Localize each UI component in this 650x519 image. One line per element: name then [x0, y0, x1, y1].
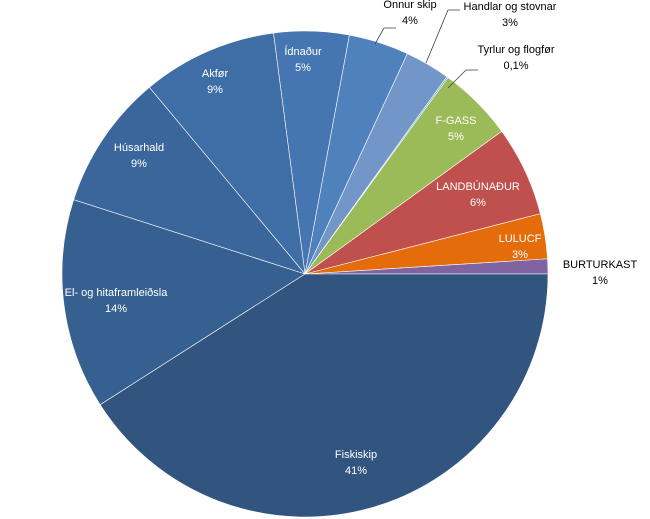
pie-slice-10	[61, 199, 306, 406]
pie-slice-11	[99, 273, 549, 518]
slice-percent-11: 41%	[345, 465, 367, 477]
slice-percent-2: 6%	[470, 197, 486, 209]
slice-percent-0: 1%	[592, 275, 608, 287]
leader-line-5	[425, 9, 460, 64]
slice-percent-7: 5%	[295, 62, 311, 74]
slice-percent-8: 9%	[207, 84, 223, 96]
slice-label-3: F-GASS	[436, 115, 477, 127]
pie-slice-9	[73, 86, 306, 275]
slice-percent-10: 14%	[105, 303, 127, 315]
slice-percent-6: 4%	[402, 15, 418, 27]
slice-label-11: Fiskiskip	[335, 449, 377, 461]
slice-label-1: LULUCF	[499, 233, 542, 245]
leader-line-6	[374, 27, 396, 45]
slice-percent-3: 5%	[448, 131, 464, 143]
slice-percent-5: 3%	[502, 17, 518, 29]
slice-percent-1: 3%	[512, 249, 528, 261]
slice-label-9: Húsarhald	[114, 142, 164, 154]
leader-line-4	[447, 69, 478, 89]
slice-label-4: Tyrlur og flogfør	[477, 44, 554, 56]
slice-percent-9: 9%	[131, 158, 147, 170]
pie-slice-8	[148, 32, 306, 275]
slice-label-6: Onnur skip	[383, 0, 436, 11]
slice-label-8: Akfør	[202, 68, 229, 80]
slice-label-10: El- og hitaframleiðsla	[65, 287, 169, 299]
slice-label-5: Handlar og stovnar	[464, 1, 557, 13]
slice-label-7: Ídnaður	[284, 45, 322, 58]
slice-percent-4: 0,1%	[503, 60, 528, 72]
slice-label-0: BURTURKAST	[563, 259, 638, 271]
slice-label-2: LANDBÚNAÐUR	[436, 180, 520, 193]
